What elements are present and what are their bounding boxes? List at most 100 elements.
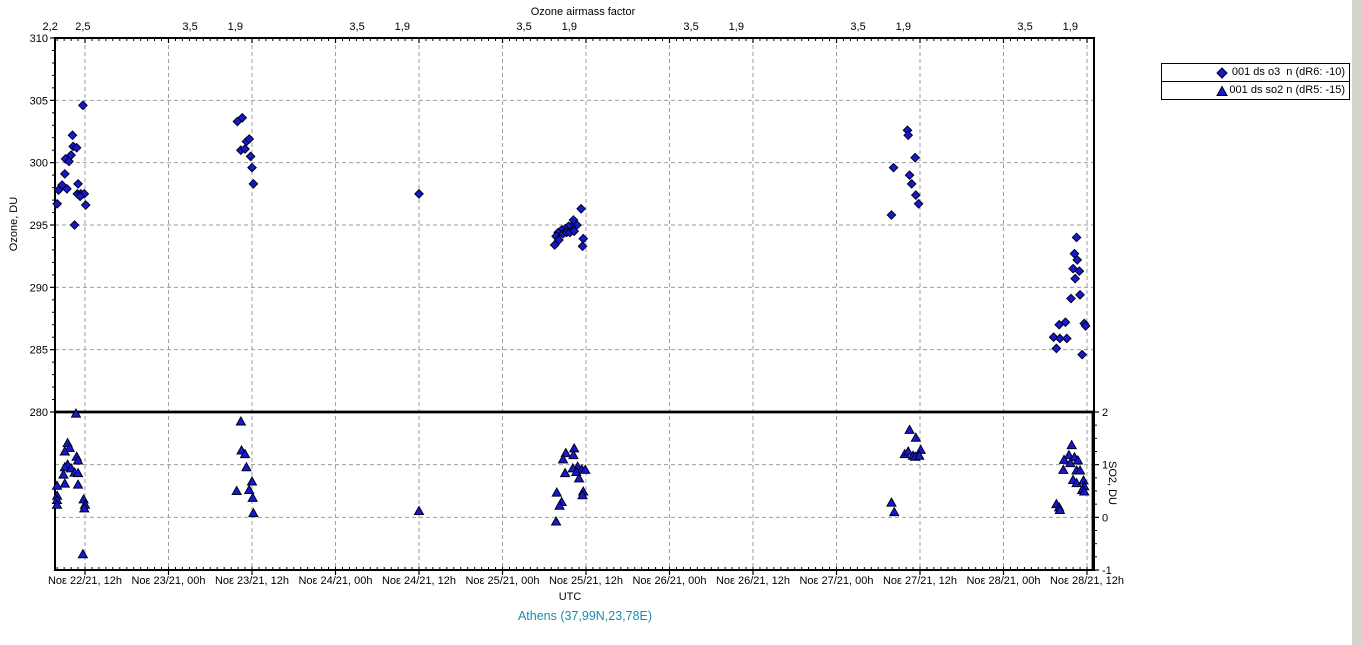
o3-data-point — [549, 240, 560, 250]
so2-data-point — [551, 487, 563, 497]
o3-data-point — [69, 220, 80, 230]
ozone-tick-label: 310 — [30, 33, 48, 45]
legend-label-o3: 001 ds o3 n (dR6: -10) — [1231, 66, 1345, 78]
o3-data-point — [1071, 232, 1082, 243]
so2-data-point — [241, 461, 252, 472]
ozone-so2-chart: Νοε 22/21, 12h Νοε 23/21, 00h Νοε 23/21, 1… — [30, 21, 1124, 587]
so2-data-point — [59, 445, 71, 456]
o3-data-point — [53, 185, 64, 196]
ozone-tick-label: 305 — [30, 95, 48, 107]
o3-data-point — [1075, 289, 1085, 300]
airmass-label: 3,5 — [1017, 21, 1032, 33]
airmass-label: 3,5 — [349, 21, 364, 33]
legend: 001 ds o3 n (dR6: -10) 001 ds so2 n (dR5… — [1161, 63, 1350, 100]
so2-tick-label: 2 — [1102, 407, 1108, 419]
legend-triangle-icon — [1216, 85, 1228, 96]
airmass-label: 3,5 — [683, 21, 698, 33]
legend-diamond-icon — [1216, 67, 1228, 79]
o3-data-point — [886, 210, 897, 220]
x-tick-label: Νοε 27/21, 12h — [883, 575, 957, 587]
airmass-label: 1,9 — [729, 21, 744, 33]
so2-data-point — [568, 442, 580, 453]
airmass-label: 3,5 — [850, 21, 865, 33]
o3-data-point — [553, 235, 564, 245]
airmass-label: 2,5 — [75, 21, 90, 33]
right-axis-title: SO2, DU — [1106, 460, 1118, 505]
o3-data-point — [1080, 321, 1091, 331]
so2-data-point — [559, 467, 571, 478]
so2-data-point — [1064, 457, 1076, 468]
x-tick-label: Νοε 26/21, 12h — [716, 575, 790, 587]
airmass-label: 1,9 — [228, 21, 243, 33]
legend-row-o3: 001 ds o3 n (dR6: -10) — [1162, 64, 1349, 81]
so2-data-point — [72, 467, 84, 478]
ozone-tick-label: 300 — [30, 158, 48, 170]
so2-data-point — [1072, 454, 1084, 465]
so2-data-point — [231, 485, 243, 495]
o3-data-point — [248, 178, 259, 189]
so2-data-point — [904, 424, 915, 434]
o3-data-point — [577, 241, 588, 252]
left-axis-title: Ozone, DU — [8, 196, 20, 252]
ozone-tick-label: 290 — [30, 282, 48, 294]
x-tick-label: Νοε 23/21, 12h — [215, 575, 289, 587]
so2-data-point — [888, 506, 900, 517]
o3-data-point — [80, 200, 91, 210]
so2-data-point — [51, 480, 63, 490]
so2-data-point — [557, 453, 569, 464]
so2-data-point — [246, 476, 258, 486]
o3-data-point — [1074, 266, 1085, 277]
x-axis-title: UTC — [558, 591, 582, 603]
o3-data-point — [62, 183, 72, 194]
so2-data-point — [239, 448, 251, 459]
so2-data-point — [910, 432, 922, 442]
so2-data-point — [1063, 449, 1075, 460]
o3-data-point — [904, 170, 915, 181]
so2-data-point — [886, 497, 897, 507]
so2-data-point — [568, 449, 579, 460]
plot-frame — [54, 37, 1095, 571]
x-tick-label: Νοε 25/21, 12h — [549, 575, 623, 587]
airmass-label: 1,9 — [896, 21, 911, 33]
o3-data-point — [414, 188, 424, 199]
so2-data-point — [550, 516, 562, 526]
so2-data-point — [573, 472, 585, 483]
o3-data-point — [1051, 343, 1062, 354]
o3-data-point — [67, 130, 78, 141]
so2-data-point — [1054, 504, 1066, 514]
x-tick-label: Νοε 24/21, 00h — [298, 575, 372, 587]
o3-data-point — [1061, 333, 1072, 344]
legend-row-so2: 001 ds so2 n (dR5: -15) — [1162, 81, 1349, 99]
airmass-label: 3,5 — [182, 21, 197, 33]
so2-data-point — [570, 466, 582, 477]
so2-data-point — [72, 454, 84, 465]
o3-data-point — [913, 198, 924, 209]
so2-data-point — [902, 445, 914, 456]
so2-data-point — [915, 444, 927, 454]
x-tick-label: Νοε 28/21, 12h — [1050, 575, 1124, 587]
legend-label-so2: 001 ds so2 n (dR5: -15) — [1229, 84, 1345, 96]
so2-data-point — [1058, 454, 1070, 464]
o3-data-point — [247, 162, 257, 173]
so2-data-point — [1057, 464, 1069, 474]
o3-data-point — [244, 134, 255, 144]
window-edge-strip — [1352, 0, 1361, 645]
x-tick-label: Νοε 24/21, 12h — [382, 575, 456, 587]
x-tick-label: Νοε 25/21, 00h — [465, 575, 539, 587]
ozone-tick-label: 285 — [30, 345, 48, 357]
o3-data-point — [1077, 349, 1088, 360]
so2-data-point — [577, 489, 588, 500]
so2-data-point — [64, 442, 76, 452]
x-tick-label: Νοε 26/21, 00h — [632, 575, 706, 587]
so2-data-point — [1074, 464, 1086, 475]
o3-data-point — [888, 162, 899, 173]
o3-data-point — [906, 178, 917, 189]
o3-data-point — [1060, 317, 1071, 328]
so2-data-point — [70, 408, 82, 418]
x-tick-label: Νοε 28/21, 00h — [966, 575, 1040, 587]
so2-data-point — [59, 478, 71, 488]
o3-data-point — [75, 191, 86, 202]
o3-data-point — [1070, 273, 1081, 284]
so2-data-point — [77, 548, 89, 559]
